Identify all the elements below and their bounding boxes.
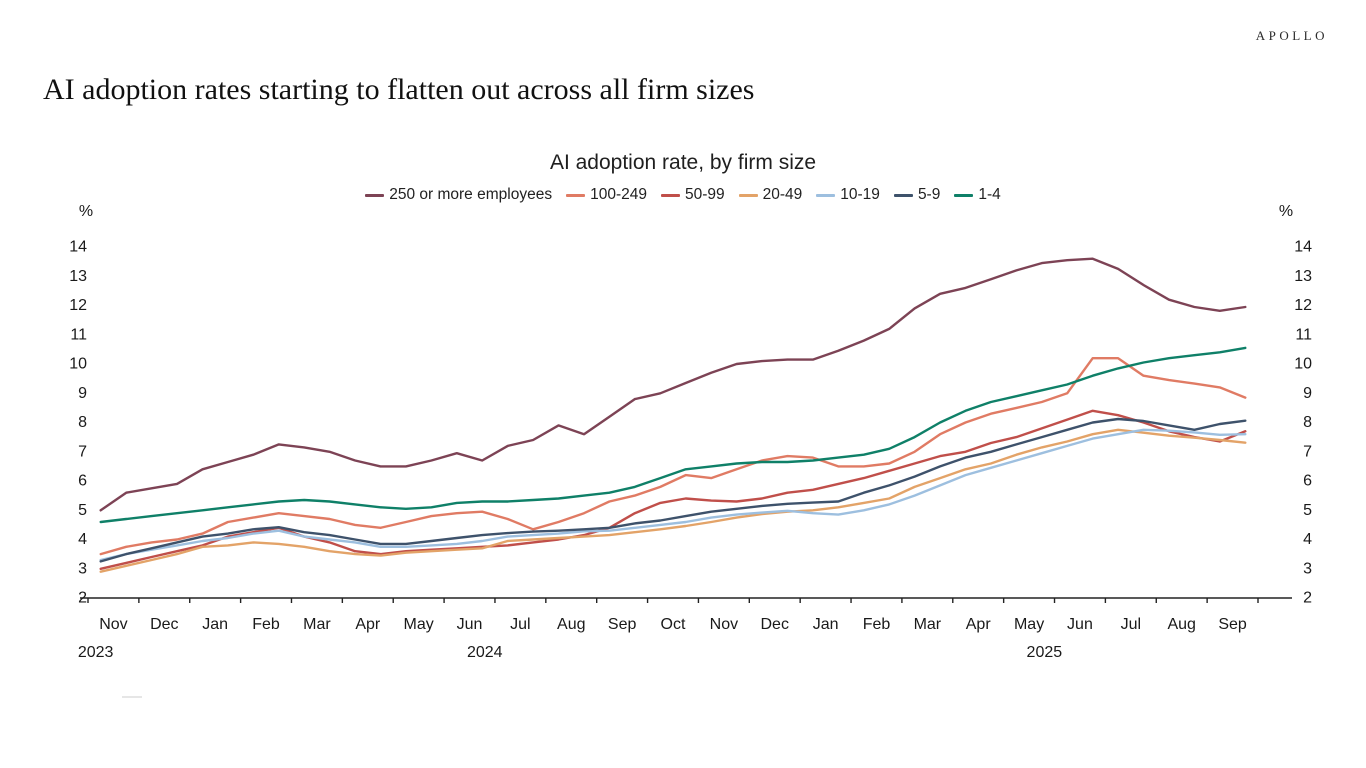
legend-item: 50-99 (660, 186, 725, 204)
y-tick-label-right: 12 (1294, 297, 1312, 314)
legend-label: 250 or more employees (389, 186, 553, 203)
x-month-label: May (1014, 616, 1044, 633)
y-tick-label-right: 8 (1303, 414, 1312, 431)
y-tick-label-left: 13 (69, 268, 87, 285)
y-tick-label-right: 5 (1303, 502, 1312, 519)
x-month-label: Sep (608, 616, 637, 633)
x-month-label: Mar (914, 616, 942, 633)
series-line-5-9 (99, 417, 1247, 563)
x-month-label: Dec (150, 616, 178, 633)
faint-artifact (122, 696, 142, 698)
legend-swatch-icon (660, 193, 680, 197)
legend-label: 20-49 (762, 186, 803, 203)
y-tick-label-left: 4 (78, 531, 87, 548)
x-month-label: Apr (966, 616, 992, 633)
legend-item: 10-19 (816, 186, 880, 204)
legend-swatch-icon (365, 193, 385, 197)
legend-swatch-icon (893, 193, 913, 197)
series-line-50-99 (99, 409, 1247, 570)
y-tick-label-right: 13 (1294, 268, 1312, 285)
series-line-250-or-more-employees (99, 257, 1247, 512)
chart-title: AI adoption rate, by firm size (549, 151, 817, 174)
legend-swatch-icon (738, 193, 758, 197)
x-year-label: 2024 (467, 644, 503, 661)
y-tick-label-right: 4 (1303, 531, 1312, 548)
y-tick-label-left: 10 (69, 356, 87, 373)
x-month-label: May (404, 616, 434, 633)
legend-item: 100-249 (566, 186, 647, 204)
y-tick-label-left: 12 (69, 297, 87, 314)
y-tick-label-left: 5 (78, 502, 87, 519)
y-tick-label-left: 14 (69, 239, 87, 256)
x-month-label: Jun (1067, 616, 1093, 633)
y-tick-label-right: 6 (1303, 473, 1312, 490)
x-month-label: Apr (355, 616, 381, 633)
x-month-label: Oct (661, 616, 686, 633)
x-month-label: Aug (1167, 616, 1195, 633)
x-month-label: Jan (202, 616, 228, 633)
series-line-1-4 (99, 346, 1247, 524)
legend-label: 100-249 (590, 186, 647, 203)
series-line-10-19 (99, 428, 1247, 562)
legend-item: 20-49 (738, 186, 803, 204)
x-month-label: Jun (457, 616, 483, 633)
x-month-label: Aug (557, 616, 585, 633)
y-tick-label-right: 10 (1294, 356, 1312, 373)
legend-swatch-icon (816, 193, 836, 197)
y-tick-label-right: 11 (1295, 326, 1312, 343)
x-month-label: Feb (252, 616, 280, 633)
y-tick-label-right: 9 (1303, 385, 1312, 402)
x-month-label: Nov (710, 616, 738, 633)
x-year-label: 2025 (1027, 644, 1063, 661)
x-month-label: Dec (761, 616, 789, 633)
series-line-100-249 (99, 357, 1247, 556)
y-tick-label-right: 3 (1303, 560, 1312, 577)
y-tick-label-right: 7 (1303, 443, 1312, 460)
x-month-label: Jul (510, 616, 530, 633)
percent-label-right: % (1279, 203, 1293, 220)
x-month-label: Jan (813, 616, 839, 633)
y-tick-label-left: 7 (78, 443, 87, 460)
legend-item: 5-9 (893, 186, 941, 204)
legend-label: 10-19 (840, 186, 880, 203)
series-line-20-49 (99, 428, 1247, 573)
x-month-label: Jul (1121, 616, 1141, 633)
legend-swatch-icon (566, 193, 586, 197)
x-month-label: Mar (303, 616, 331, 633)
y-tick-label-left: 3 (78, 560, 87, 577)
x-year-label: 2023 (78, 644, 114, 661)
legend-item: 1-4 (954, 186, 1001, 204)
y-tick-label-right: 14 (1294, 239, 1312, 256)
x-month-label: Feb (863, 616, 891, 633)
page-title: AI adoption rates starting to flatten ou… (43, 73, 755, 107)
y-tick-label-left: 8 (78, 414, 87, 431)
y-tick-label-left: 9 (78, 385, 87, 402)
legend-label: 50-99 (684, 186, 725, 203)
y-tick-label-left: 6 (78, 473, 87, 490)
y-tick-label-left: 2 (78, 590, 87, 607)
apollo-logo: APOLLO (1255, 28, 1328, 43)
y-tick-label-right: 2 (1303, 590, 1312, 607)
y-tick-label-left: 11 (70, 326, 87, 343)
x-month-label: Nov (99, 616, 127, 633)
legend-swatch-icon (954, 193, 974, 197)
legend-label: 5-9 (917, 186, 941, 203)
percent-label-left: % (79, 203, 93, 220)
legend-item: 250 or more employees (365, 186, 552, 204)
x-month-label: Sep (1218, 616, 1247, 633)
legend-label: 1-4 (978, 186, 1001, 203)
chart-legend: 250 or more employees 100-249 50-99 20-49 10… (0, 186, 1366, 204)
